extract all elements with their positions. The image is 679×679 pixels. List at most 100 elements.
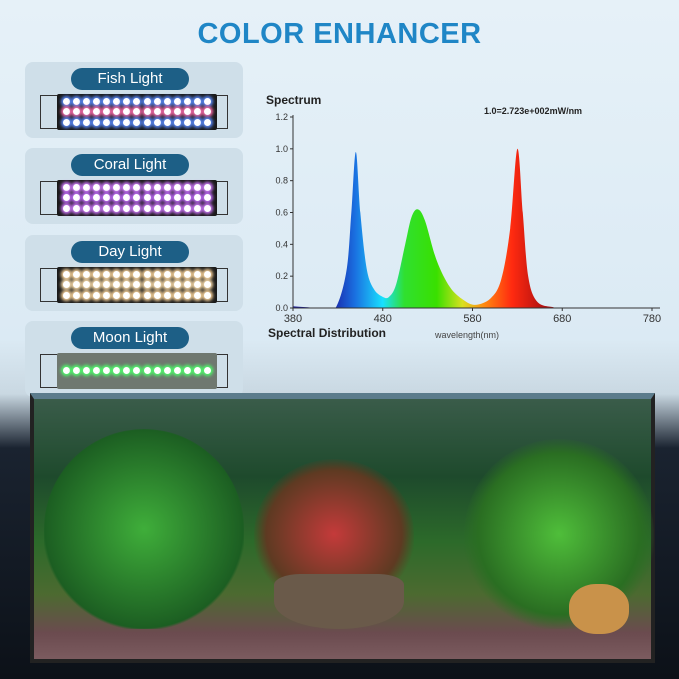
x-tick-label: 380 [284, 313, 302, 325]
led [103, 367, 111, 375]
y-tick-label: 0.2 [275, 271, 288, 281]
aquarium-photo [30, 393, 655, 663]
led [113, 291, 121, 299]
led [83, 367, 91, 375]
chart-subtitle: Spectral Distribution [268, 326, 386, 340]
led [143, 291, 151, 299]
led [103, 291, 111, 299]
led [203, 118, 211, 126]
led [193, 118, 201, 126]
light-mode-coral-light: Coral Light [25, 148, 243, 224]
led [123, 118, 131, 126]
led [143, 204, 151, 212]
light-mode-fish-light: Fish Light [25, 62, 243, 138]
led [123, 184, 131, 192]
led [93, 184, 101, 192]
led [163, 291, 171, 299]
led-light-bar [57, 267, 217, 303]
led [133, 98, 141, 106]
led [193, 291, 201, 299]
led [183, 184, 191, 192]
led [123, 108, 131, 116]
led [103, 108, 111, 116]
led [193, 281, 201, 289]
led [83, 204, 91, 212]
led [103, 98, 111, 106]
mode-label: Day Light [71, 241, 189, 263]
y-tick-label: 0.6 [275, 208, 288, 218]
led [183, 291, 191, 299]
led [133, 118, 141, 126]
led [143, 184, 151, 192]
led [153, 291, 161, 299]
led [203, 194, 211, 202]
led [133, 204, 141, 212]
led [63, 281, 71, 289]
led [183, 281, 191, 289]
led [73, 184, 81, 192]
led [173, 108, 181, 116]
led [63, 118, 71, 126]
led [203, 108, 211, 116]
mode-label: Moon Light [71, 327, 189, 349]
led [113, 108, 121, 116]
led [123, 367, 131, 375]
led-light-bar [57, 180, 217, 216]
led [123, 98, 131, 106]
led [153, 194, 161, 202]
led [93, 271, 101, 279]
led [163, 271, 171, 279]
led [113, 204, 121, 212]
led [93, 194, 101, 202]
led [83, 98, 91, 106]
led [83, 108, 91, 116]
led [173, 118, 181, 126]
led [183, 118, 191, 126]
led [73, 118, 81, 126]
led [63, 194, 71, 202]
led [163, 367, 171, 375]
led [153, 118, 161, 126]
led [83, 184, 91, 192]
led [73, 108, 81, 116]
led-light-bar [57, 94, 217, 130]
led [73, 367, 81, 375]
led [113, 98, 121, 106]
led [173, 184, 181, 192]
led [193, 204, 201, 212]
led [83, 281, 91, 289]
led [123, 281, 131, 289]
led [73, 98, 81, 106]
led [183, 108, 191, 116]
led [63, 271, 71, 279]
chart-title: Spectrum [266, 93, 321, 107]
led [203, 367, 211, 375]
led [163, 118, 171, 126]
led [113, 271, 121, 279]
led [83, 194, 91, 202]
led [203, 184, 211, 192]
led [193, 367, 201, 375]
led [83, 118, 91, 126]
led-light-bar [57, 353, 217, 389]
page-title: COLOR ENHANCER [197, 18, 482, 50]
led [203, 291, 211, 299]
led [133, 367, 141, 375]
led [103, 118, 111, 126]
led [123, 194, 131, 202]
led [73, 204, 81, 212]
led [93, 98, 101, 106]
light-mode-day-light: Day Light [25, 235, 243, 311]
led [143, 98, 151, 106]
led [113, 194, 121, 202]
led [193, 184, 201, 192]
led [143, 367, 151, 375]
led [183, 194, 191, 202]
led [143, 271, 151, 279]
led [173, 367, 181, 375]
led [193, 98, 201, 106]
led [183, 98, 191, 106]
skull-ornament [569, 584, 629, 634]
led [113, 281, 121, 289]
led [123, 204, 131, 212]
